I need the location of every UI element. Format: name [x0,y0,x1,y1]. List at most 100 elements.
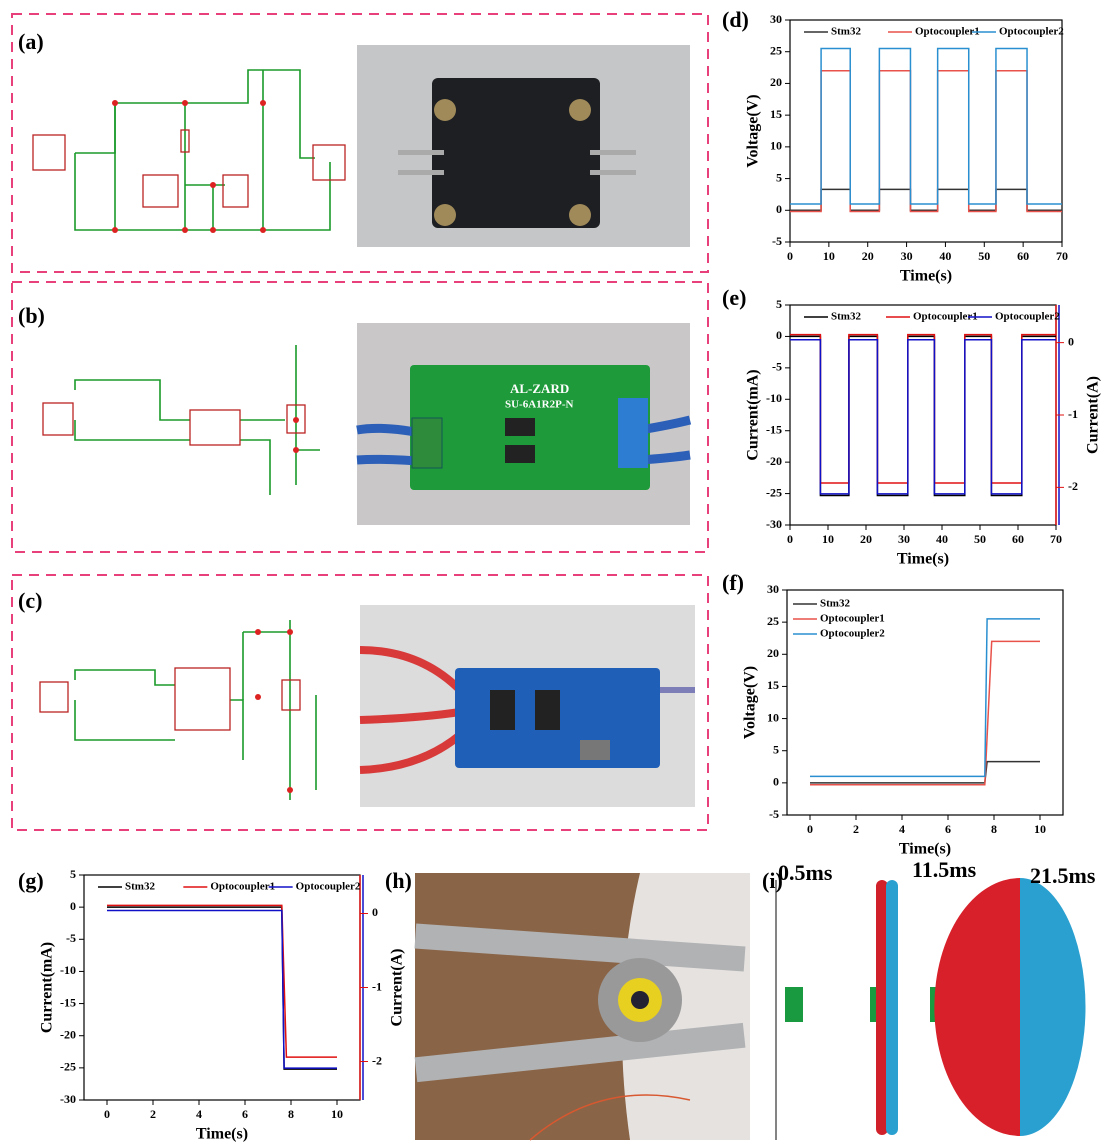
series-line [107,907,337,1069]
board-text: SU-6A1R2P-N [505,399,573,411]
y2-tick-label: -1 [1068,407,1078,421]
y-tick-label: 0 [776,328,782,342]
x-tick-label: 8 [288,1107,294,1121]
y-tick-label: 30 [770,12,782,26]
series-line [790,189,1062,210]
y-tick-label: -25 [60,1060,76,1074]
x-tick-label: 10 [822,532,834,546]
y-tick-label: -15 [60,995,76,1009]
y-tick-label: 10 [767,710,779,724]
plot-frame [790,305,1056,525]
y-axis-title: Current(mA) [745,369,762,460]
legend-label: Optocoupler2 [999,26,1064,38]
x-tick-label: 2 [853,822,859,836]
x-tick-label: 20 [860,532,872,546]
legend-label: Stm32 [831,26,861,38]
series-line [790,71,1062,212]
sim-label: 11.5ms [912,857,977,882]
x-tick-label: 30 [901,249,913,263]
y-tick-label: 5 [773,742,779,756]
figure: (a) (b) (c) (d) (e) (f) (g) (h) (i) [0,0,1120,1148]
y-axis-title: Current(mA) [39,942,56,1033]
series-line [107,911,337,1069]
x-tick-label: 4 [899,822,905,836]
y-tick-label: 30 [767,582,779,596]
y-tick-label: -30 [766,517,782,531]
schematic-a [33,70,345,233]
plot-frame [84,875,360,1100]
y-tick-label: 25 [770,43,782,57]
x-tick-label: 30 [898,532,910,546]
legend-label: Optocoupler2 [820,628,885,640]
legend-label: Stm32 [125,881,155,893]
panel-label: (c) [18,588,42,613]
legend-label: Optocoupler2 [995,311,1060,323]
y-tick-label: -5 [772,234,782,248]
legend-label: Optocoupler1 [915,26,980,38]
photo-b: AL-ZARD SU-6A1R2P-N [357,323,690,525]
x-tick-label: 0 [787,249,793,263]
x-tick-label: 70 [1050,532,1062,546]
legend-label: Optocoupler2 [296,881,361,893]
y-tick-label: 25 [767,614,779,628]
series-line [790,340,1056,494]
x-tick-label: 0 [787,532,793,546]
panel-label: (f) [722,570,744,595]
x-tick-label: 0 [807,822,813,836]
x-axis-title: Time(s) [897,551,949,568]
y2-tick-label: -2 [372,1053,382,1067]
x-tick-label: 8 [991,822,997,836]
x-tick-label: 40 [939,249,951,263]
x-tick-label: 20 [862,249,874,263]
panel-label: (d) [722,7,749,32]
y-tick-label: -30 [60,1092,76,1106]
y-tick-label: -10 [766,391,782,405]
panel-label: (e) [722,285,746,310]
y-tick-label: -20 [766,454,782,468]
x-tick-label: 6 [242,1107,248,1121]
x-axis-title: Time(s) [899,841,951,858]
y-tick-label: 15 [770,107,782,121]
y-tick-label: -10 [60,963,76,977]
x-tick-label: 40 [936,532,948,546]
x-axis-title: Time(s) [196,1126,248,1143]
photo-a [357,45,690,247]
x-tick-label: 6 [945,822,951,836]
schematic-b [43,345,320,495]
series-line [810,619,1040,777]
y2-axis-title: Current(A) [389,949,406,1027]
y-tick-label: 20 [770,75,782,89]
photo-c [360,605,695,807]
sim-label: 21.5ms [1030,863,1096,888]
y-tick-label: -5 [769,807,779,821]
series-line [810,641,1040,784]
x-tick-label: 50 [974,532,986,546]
y-tick-label: 5 [776,297,782,311]
y-tick-label: 0 [776,202,782,216]
panel-label: (g) [18,868,44,893]
x-tick-label: 10 [331,1107,343,1121]
x-tick-label: 60 [1017,249,1029,263]
y-tick-label: 20 [767,646,779,660]
legend-label: Optocoupler1 [820,613,885,625]
x-tick-label: 70 [1056,249,1068,263]
x-tick-label: 4 [196,1107,202,1121]
y-tick-label: -15 [766,422,782,436]
y-tick-label: -20 [60,1027,76,1041]
y-tick-label: 5 [776,170,782,184]
panel-label: (a) [18,29,44,54]
y-tick-label: 0 [70,899,76,913]
x-tick-label: 60 [1012,532,1024,546]
series-line [810,762,1040,783]
photo-h [414,873,750,1140]
x-axis-title: Time(s) [900,268,952,285]
y-tick-label: -5 [772,360,782,374]
y-tick-label: 5 [70,867,76,881]
simulation-i: 0.5ms 11.5ms 21.5ms [776,857,1096,1140]
x-tick-label: 10 [1034,822,1046,836]
series-line [790,335,1056,483]
panel-label: (h) [385,868,412,893]
x-tick-label: 0 [104,1107,110,1121]
y-tick-label: 10 [770,139,782,153]
y2-tick-label: 0 [372,905,378,919]
